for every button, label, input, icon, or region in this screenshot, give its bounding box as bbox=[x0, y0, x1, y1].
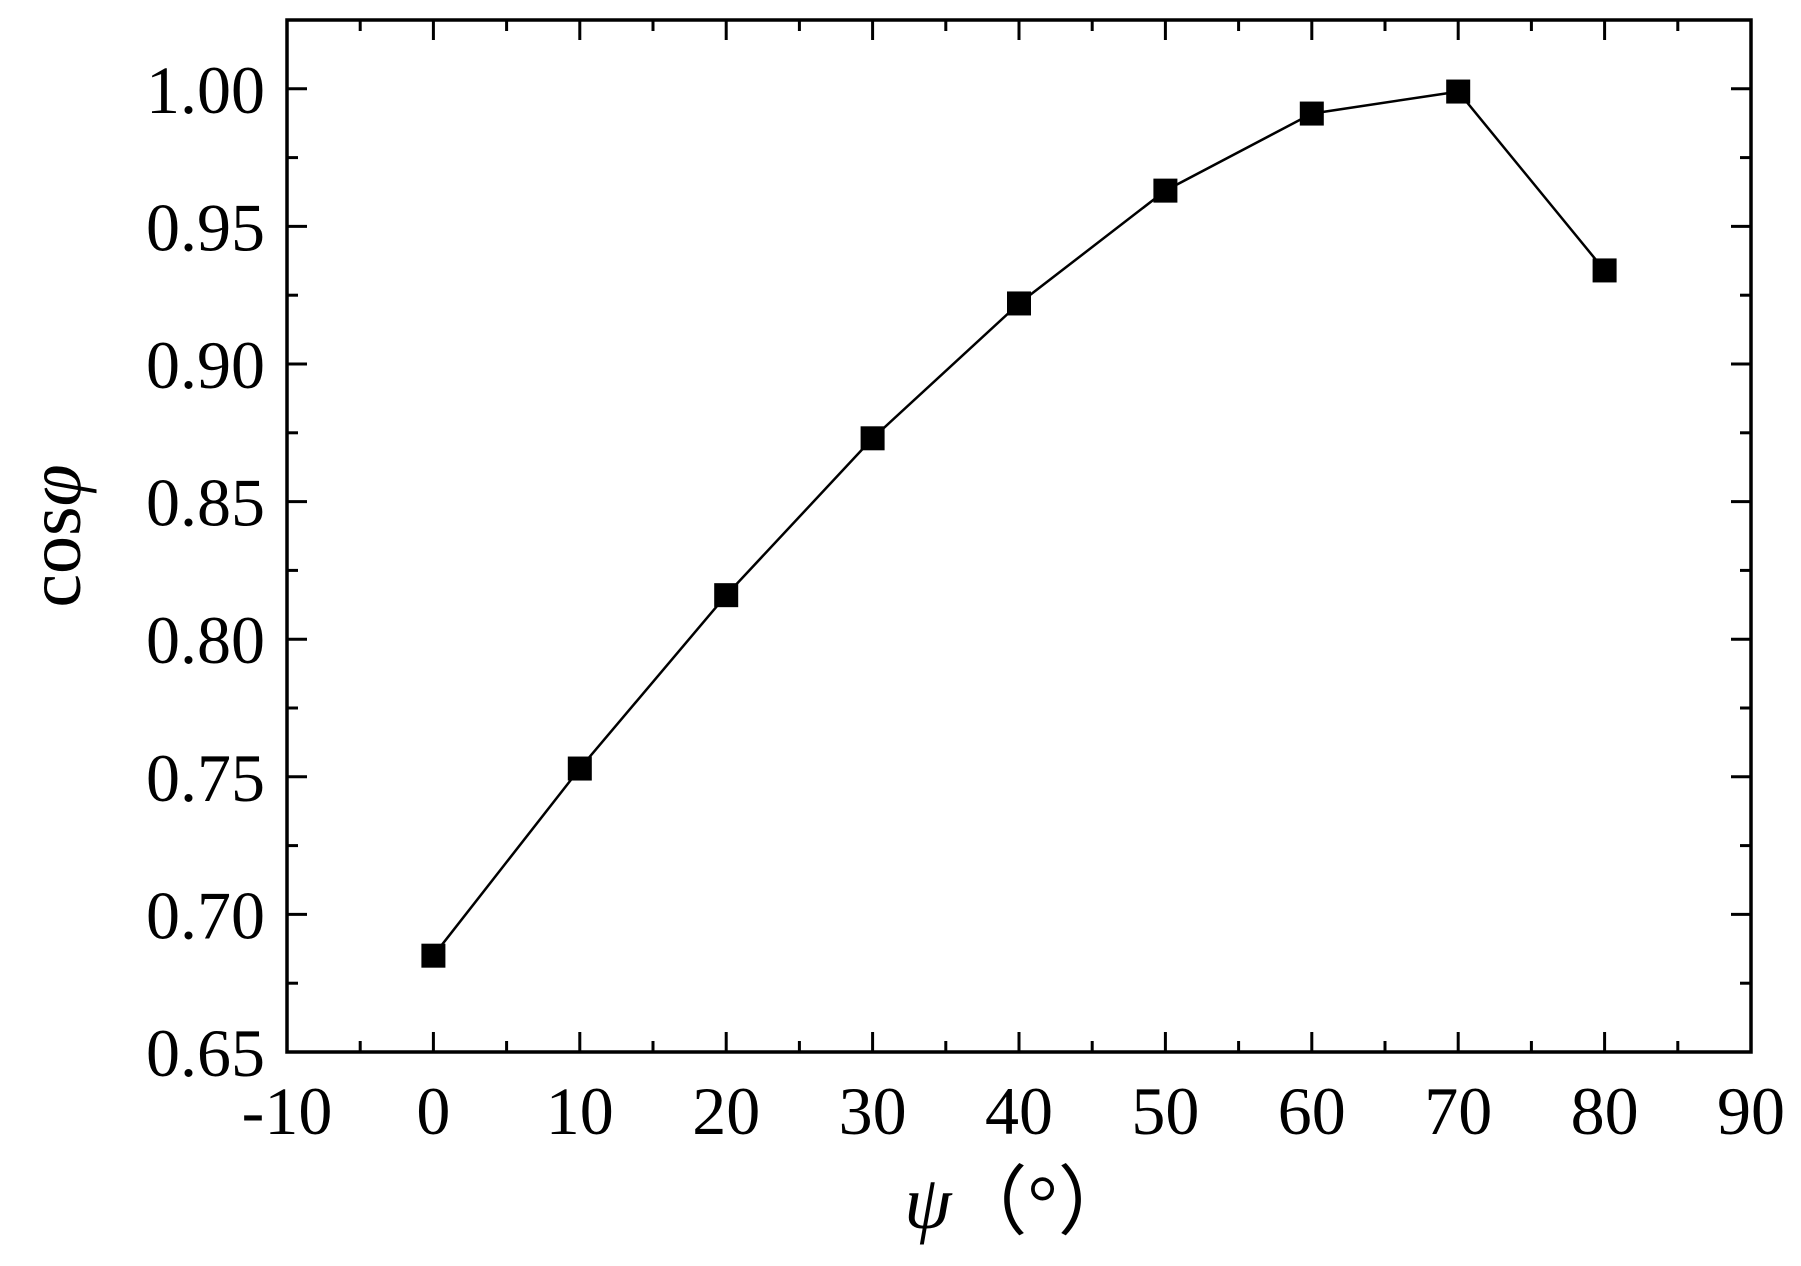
y-tick-label: 0.70 bbox=[146, 877, 265, 953]
y-tick-label: 0.95 bbox=[146, 189, 265, 265]
x-tick-label: 70 bbox=[1424, 1073, 1492, 1149]
y-tick-label: 0.90 bbox=[146, 327, 265, 403]
data-point bbox=[567, 756, 592, 781]
x-tick-label: 80 bbox=[1571, 1073, 1639, 1149]
y-tick-labels: 0.65 0.70 0.75 0.80 0.85 0.90 0.95 1.00 bbox=[146, 52, 265, 1091]
x-tick-label: 10 bbox=[546, 1073, 614, 1149]
data-series bbox=[421, 79, 1617, 968]
y-axis-title: cosφ bbox=[13, 464, 97, 607]
x-axis-title: ψ（°） bbox=[904, 1161, 1134, 1245]
x-axis-unit: （°） bbox=[951, 1161, 1133, 1245]
x-tick-label: -10 bbox=[242, 1073, 333, 1149]
data-point bbox=[1299, 101, 1324, 126]
y-tick-label: 0.75 bbox=[146, 740, 265, 816]
data-point bbox=[421, 943, 446, 968]
x-tick-label: 30 bbox=[839, 1073, 907, 1149]
data-point bbox=[860, 426, 885, 451]
y-tick-label: 1.00 bbox=[146, 52, 265, 128]
y-axis-symbol: φ bbox=[13, 464, 97, 506]
y-tick-label: 0.85 bbox=[146, 465, 265, 541]
x-tick-label: 50 bbox=[1131, 1073, 1199, 1149]
axis-ticks bbox=[285, 20, 1753, 1054]
series-line bbox=[432, 90, 1606, 957]
data-point bbox=[1446, 79, 1471, 104]
x-tick-label: 40 bbox=[985, 1073, 1053, 1149]
y-tick-label: 0.65 bbox=[146, 1015, 265, 1091]
data-point bbox=[1592, 258, 1617, 283]
x-axis-symbol: ψ bbox=[904, 1161, 953, 1245]
y-axis-prefix: cos bbox=[13, 506, 97, 607]
data-point bbox=[714, 583, 739, 608]
x-tick-label: 60 bbox=[1278, 1073, 1346, 1149]
data-point bbox=[1007, 291, 1031, 316]
data-point bbox=[1153, 178, 1178, 203]
x-tick-labels: -10 0 10 20 30 40 50 60 70 80 90 bbox=[242, 1073, 1785, 1149]
x-tick-label: 20 bbox=[692, 1073, 760, 1149]
x-tick-label: 0 bbox=[416, 1073, 450, 1149]
y-tick-label: 0.80 bbox=[146, 602, 265, 678]
plot-frame bbox=[285, 18, 1753, 1054]
x-tick-label: 90 bbox=[1717, 1073, 1785, 1149]
